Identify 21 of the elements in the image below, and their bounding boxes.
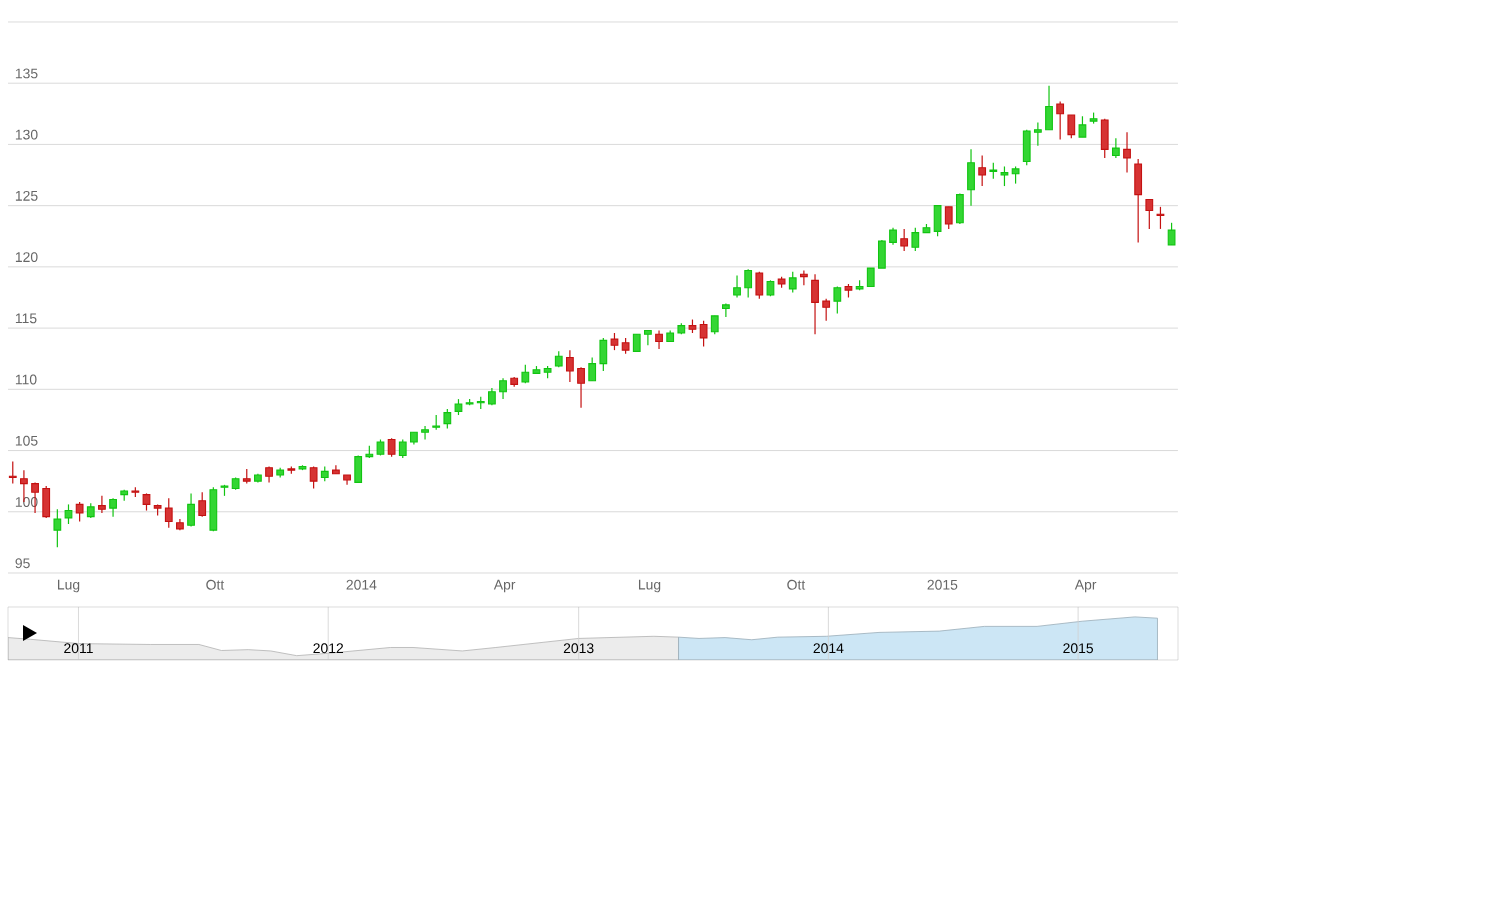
y-tick-label: 130 (15, 129, 38, 140)
x-tick-label: 2011 (64, 643, 93, 654)
x-tick-label: Apr (1074, 579, 1097, 593)
y-tick-label: 120 (15, 252, 38, 263)
y-tick-label: 135 (15, 68, 38, 79)
y-tick-label: 125 (15, 190, 38, 201)
x-tick-label: 2015 (1063, 643, 1094, 654)
x-tick-label: Ott (787, 579, 806, 590)
x-tick-label: 2014 (813, 643, 844, 654)
y-tick-label: 115 (15, 313, 37, 324)
x-tick-label: Lug (638, 579, 661, 593)
y-tick-label: 95 (15, 558, 30, 569)
x-tick-label: Lug (57, 579, 80, 593)
x-tick-label: 2015 (927, 579, 958, 590)
x-tick-label: Ott (206, 579, 225, 590)
y-tick-label: 105 (15, 435, 38, 446)
x-tick-label: 2014 (346, 579, 377, 590)
y-tick-label: 110 (15, 374, 37, 385)
x-tick-label: Apr (493, 579, 516, 593)
x-tick-label: 2012 (313, 643, 344, 654)
x-tick-label: 2013 (563, 643, 594, 654)
